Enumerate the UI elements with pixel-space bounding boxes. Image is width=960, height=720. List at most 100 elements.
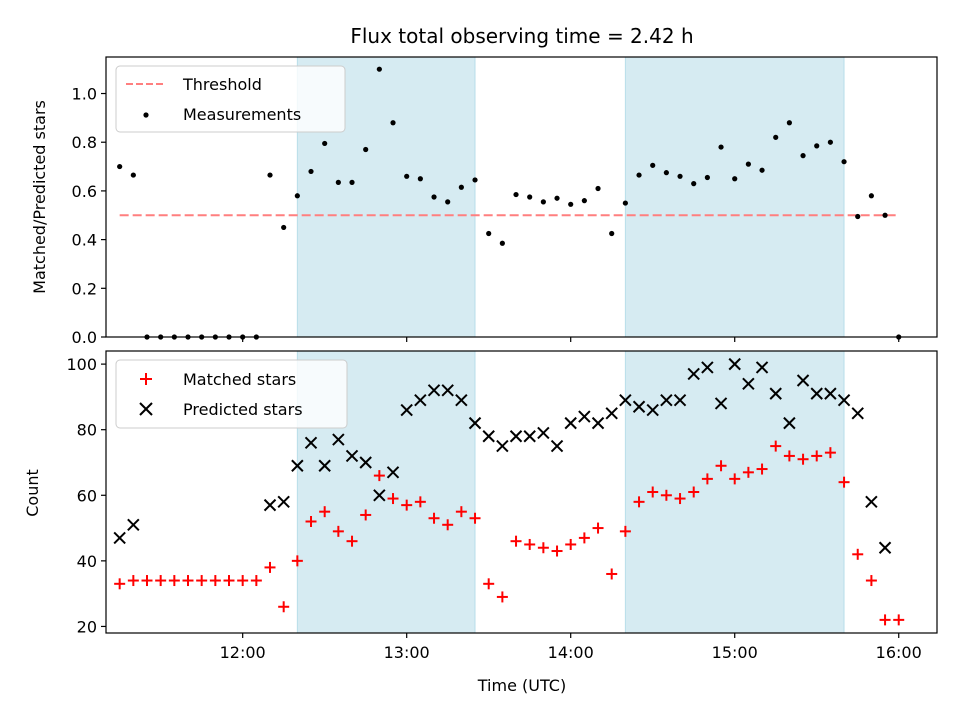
measurement-point <box>759 167 765 173</box>
predicted-star-point <box>373 489 386 502</box>
measurement-point <box>800 153 806 159</box>
legend-predicted-swatch <box>139 402 153 416</box>
bottom-y-tick-label: 100 <box>66 355 97 374</box>
matched-star-point <box>291 555 303 567</box>
predicted-star-point <box>646 403 659 417</box>
measurement-point <box>691 181 697 187</box>
measurement-point <box>404 173 410 179</box>
predicted-star-point <box>878 541 892 554</box>
measurement-point <box>568 201 574 207</box>
measurement-point <box>117 163 123 170</box>
matched-star-point <box>893 614 905 626</box>
predicted-star-point <box>728 357 741 371</box>
predicted-star-point <box>769 387 782 400</box>
matched-star-point <box>264 561 276 573</box>
matched-star-point <box>770 440 782 452</box>
matched-star-point <box>196 575 208 587</box>
matched-star-point <box>824 447 836 459</box>
matched-star-point <box>387 493 399 505</box>
top-shaded-regions <box>296 56 845 338</box>
matched-stars-series <box>114 440 905 626</box>
matched-star-point <box>346 535 358 547</box>
matched-star-point <box>168 575 180 587</box>
measurement-point <box>458 184 464 190</box>
matched-star-point <box>592 522 604 534</box>
legend-matched-label: Matched stars <box>183 370 296 389</box>
matched-star-point <box>688 486 700 498</box>
matched-star-point <box>537 542 549 554</box>
matched-star-point <box>332 525 344 537</box>
predicted-star-point <box>591 416 605 430</box>
predicted-star-point <box>468 416 482 430</box>
x-tick-label: 14:00 <box>548 643 594 662</box>
measurement-point <box>595 185 601 192</box>
predicted-star-point <box>632 400 646 413</box>
predicted-star-point <box>783 416 796 430</box>
measurement-point <box>609 230 615 237</box>
matched-star-point <box>237 575 249 587</box>
measurement-point <box>581 198 587 204</box>
top-axes-frame <box>105 56 938 338</box>
top-legend-box <box>115 65 346 133</box>
matched-star-point <box>469 512 481 524</box>
bottom-x-ticks: 12:00 13:00 14:00 15:00 16:00 <box>220 633 922 662</box>
measurement-point <box>445 199 451 205</box>
measurement-point <box>527 194 533 200</box>
predicted-star-point <box>714 397 728 410</box>
measurement-point <box>472 177 478 183</box>
predicted-star-point <box>441 384 454 397</box>
bottom-legend: Matched stars Predicted stars <box>115 359 348 429</box>
matched-star-point <box>305 516 317 528</box>
predicted-star-point <box>673 393 687 407</box>
measurement-point <box>745 161 751 167</box>
matched-star-point <box>852 548 864 560</box>
measurement-point <box>650 162 656 168</box>
measurement-point <box>376 66 382 72</box>
bottom-y-tick-label: 40 <box>77 552 97 571</box>
matched-star-point <box>565 538 577 550</box>
predicted-star-point <box>810 387 823 400</box>
matched-star-point <box>155 575 167 587</box>
matched-star-point <box>209 575 221 587</box>
bottom-axes-frame <box>105 350 938 634</box>
top-y-tick-label: 0.4 <box>72 231 97 250</box>
matched-star-point <box>729 473 741 485</box>
matched-star-point <box>455 506 467 518</box>
measurement-point <box>636 172 642 178</box>
legend-measurements-swatch <box>143 112 149 118</box>
top-y-tick-label: 1.0 <box>72 85 97 104</box>
measurement-point <box>281 224 287 231</box>
measurement-point <box>554 195 560 201</box>
top-y-tick-label: 0.2 <box>72 279 97 298</box>
predicted-star-point <box>605 407 618 420</box>
predicted-star-point <box>523 430 536 443</box>
top-y-axis-label: Matched/Predicted stars <box>30 100 49 294</box>
predicted-star-point <box>578 410 591 423</box>
bottom-panel: 20 40 60 80 100 12:00 13:00 14:00 15:00 16:00 Co… <box>23 350 938 695</box>
predicted-star-point <box>537 426 550 440</box>
measurement-point <box>882 212 888 218</box>
predicted-star-point <box>851 407 864 420</box>
matched-star-point <box>373 470 385 482</box>
shaded-region-2 <box>624 350 845 634</box>
predicted-star-point <box>386 466 400 479</box>
predicted-star-point <box>742 377 755 390</box>
x-tick-label: 16:00 <box>876 643 922 662</box>
measurement-point <box>540 199 546 205</box>
measurement-point <box>335 179 341 185</box>
measurement-point <box>130 172 136 178</box>
legend-matched-swatch <box>140 373 152 385</box>
predicted-star-point <box>400 403 413 417</box>
top-y-tick-label: 0.0 <box>72 328 97 347</box>
matched-star-point <box>182 575 194 587</box>
legend-threshold-label: Threshold <box>182 75 262 94</box>
predicted-star-point <box>660 393 673 407</box>
matched-star-point <box>606 568 618 580</box>
measurement-point <box>868 193 874 199</box>
x-tick-label: 15:00 <box>712 643 758 662</box>
measurement-point <box>718 144 724 150</box>
matched-star-point <box>619 525 631 537</box>
top-panel: 0.0 0.2 0.4 0.6 0.8 1.0 Matched/Predicted sta… <box>30 56 938 347</box>
predicted-star-point <box>509 430 523 443</box>
